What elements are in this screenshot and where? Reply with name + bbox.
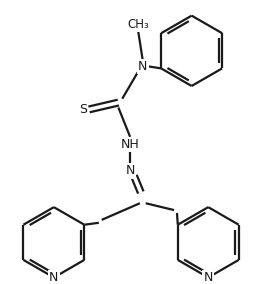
- Text: N: N: [125, 164, 135, 178]
- Text: N: N: [203, 271, 213, 284]
- Text: NH: NH: [121, 138, 139, 151]
- Text: N: N: [138, 60, 147, 73]
- Text: N: N: [49, 271, 58, 284]
- Text: S: S: [79, 103, 87, 116]
- Text: CH₃: CH₃: [127, 18, 149, 31]
